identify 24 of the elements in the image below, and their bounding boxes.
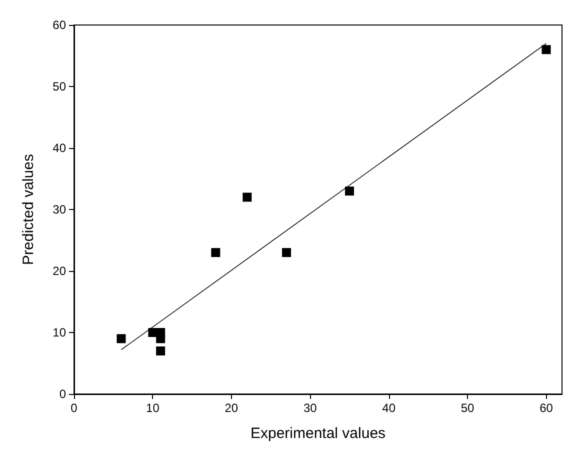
x-tick-label: 40 bbox=[382, 401, 396, 415]
point bbox=[156, 346, 166, 356]
x-tick-label: 60 bbox=[540, 401, 554, 415]
point bbox=[542, 45, 551, 54]
x-tick-label: 0 bbox=[70, 401, 78, 415]
y-tick-label: 40 bbox=[52, 141, 66, 155]
y-axis-title: Predicted values bbox=[20, 154, 37, 265]
y-tick-label: 0 bbox=[59, 387, 66, 401]
x-tick-label: 20 bbox=[224, 401, 238, 415]
point bbox=[116, 334, 126, 344]
x-axis-title: Experimental values bbox=[250, 425, 386, 442]
y-tick-label: 30 bbox=[52, 202, 66, 216]
x-tick-label: 50 bbox=[460, 401, 475, 415]
x-tick-label: 10 bbox=[146, 401, 160, 415]
y-tick-label: 20 bbox=[52, 264, 66, 278]
point bbox=[282, 248, 292, 258]
point bbox=[242, 192, 252, 202]
x-tick-label: 30 bbox=[303, 401, 318, 415]
y-tick-label: 60 bbox=[52, 18, 66, 32]
point bbox=[156, 334, 166, 344]
point bbox=[344, 186, 354, 196]
y-tick-label: 50 bbox=[52, 80, 66, 94]
point bbox=[211, 248, 220, 258]
y-tick-label: 10 bbox=[52, 326, 66, 340]
